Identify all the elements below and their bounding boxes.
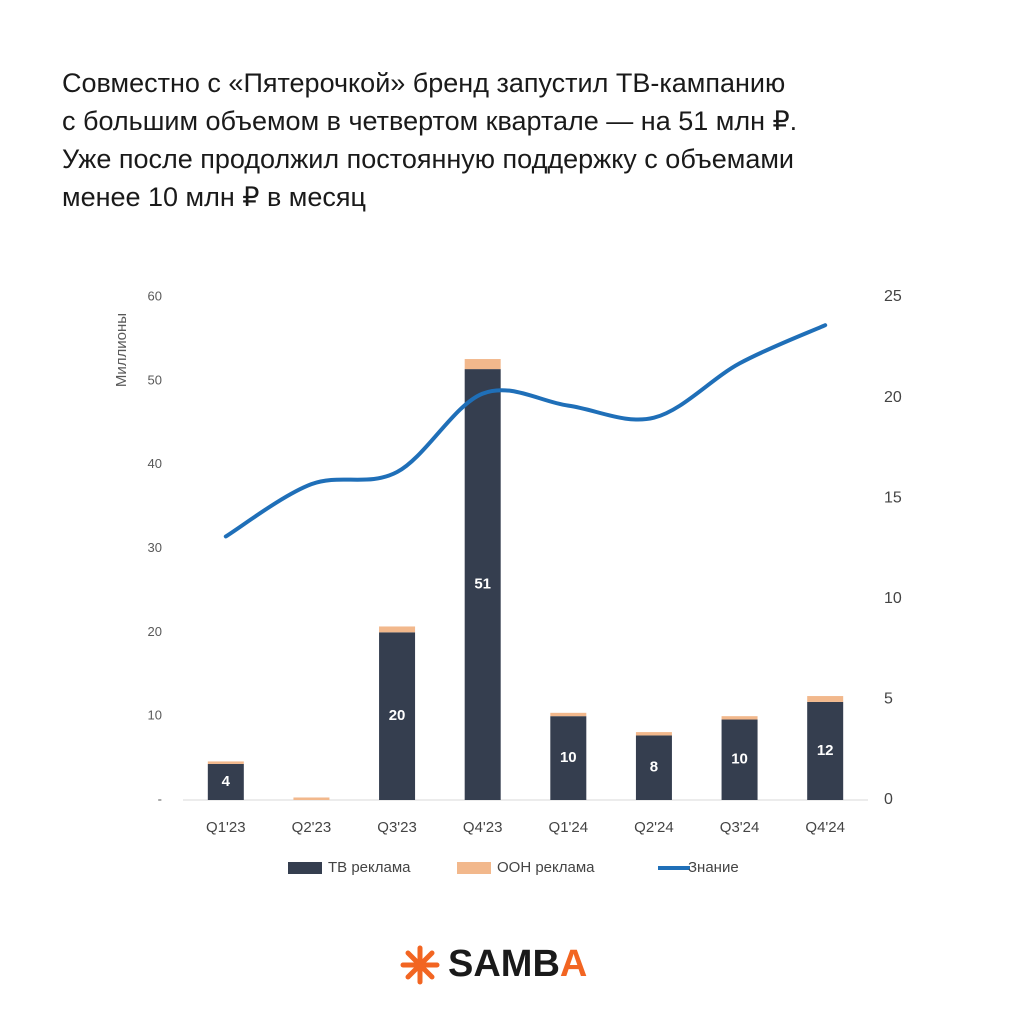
- y-tick-label: 30: [148, 540, 162, 555]
- y-tick-label: 10: [148, 708, 162, 723]
- bar-segment: [635, 732, 672, 736]
- bar-segment: [550, 716, 587, 800]
- x-tick-label: Q4'24: [805, 819, 845, 836]
- title-line: менее 10 млн ₽ в месяц: [62, 182, 366, 212]
- y-axis-label: Миллионы: [113, 313, 130, 387]
- data-label: 20: [389, 707, 406, 724]
- logo-part: SAMB: [448, 943, 560, 985]
- x-tick-label: Q3'24: [720, 819, 760, 836]
- bar-segment: [379, 626, 416, 633]
- y-tick-label: 40: [148, 456, 162, 471]
- bar-segment: [293, 797, 330, 800]
- bar-segment: [550, 712, 587, 717]
- bar-segment: [807, 696, 844, 702]
- bar-segment: [379, 632, 416, 800]
- bar-segment: [807, 701, 844, 800]
- x-tick-label: Q2'24: [634, 819, 674, 836]
- y-tick-label: 60: [148, 288, 162, 303]
- data-label: 12: [817, 742, 834, 759]
- bar-segment: [635, 735, 672, 800]
- legend-swatch: [457, 862, 491, 874]
- x-tick-label: Q1'23: [206, 819, 246, 836]
- asterisk: [400, 945, 440, 985]
- x-tick-label: Q3'23: [377, 819, 417, 836]
- bar-segment: [721, 719, 758, 800]
- logo-text: SAMBA: [448, 943, 587, 985]
- title-line: с большим объемом в четвертом квартале —…: [62, 106, 797, 136]
- y2-tick-label: 15: [884, 489, 902, 506]
- bar-segment: [207, 763, 244, 800]
- legend-label: ООН реклама: [497, 859, 595, 876]
- y2-tick-label: 20: [884, 389, 902, 406]
- bar-segment: [207, 761, 244, 764]
- y-tick-label: 50: [148, 372, 162, 387]
- bar-segment: [464, 369, 501, 800]
- legend-label: Знание: [688, 859, 739, 876]
- y2-tick-label: 10: [884, 590, 902, 607]
- data-label: 10: [560, 749, 577, 766]
- x-tick-label: Q4'23: [463, 819, 503, 836]
- legend-label: ТВ реклама: [328, 859, 411, 876]
- data-label: 8: [650, 759, 658, 776]
- data-label: 4: [222, 773, 231, 790]
- data-label: 51: [474, 576, 491, 593]
- x-tick-label: Q1'24: [549, 819, 589, 836]
- y-tick-label: 20: [148, 624, 162, 639]
- y2-tick-label: 5: [884, 691, 893, 708]
- x-tick-label: Q2'23: [292, 819, 332, 836]
- bar-segment: [464, 359, 501, 370]
- legend-swatch: [288, 862, 322, 874]
- logo-accent: A: [560, 943, 587, 985]
- y2-tick-label: 25: [884, 288, 902, 305]
- line-series: [223, 323, 828, 539]
- y-tick-label: -: [158, 791, 162, 806]
- title-line: Уже после продолжил постоянную поддержку…: [62, 144, 794, 174]
- data-label: 10: [731, 751, 748, 768]
- y2-tick-label: 0: [884, 791, 893, 808]
- title-line: Совместно с «Пятерочкой» бренд запустил …: [62, 68, 785, 98]
- bar-segment: [721, 716, 758, 720]
